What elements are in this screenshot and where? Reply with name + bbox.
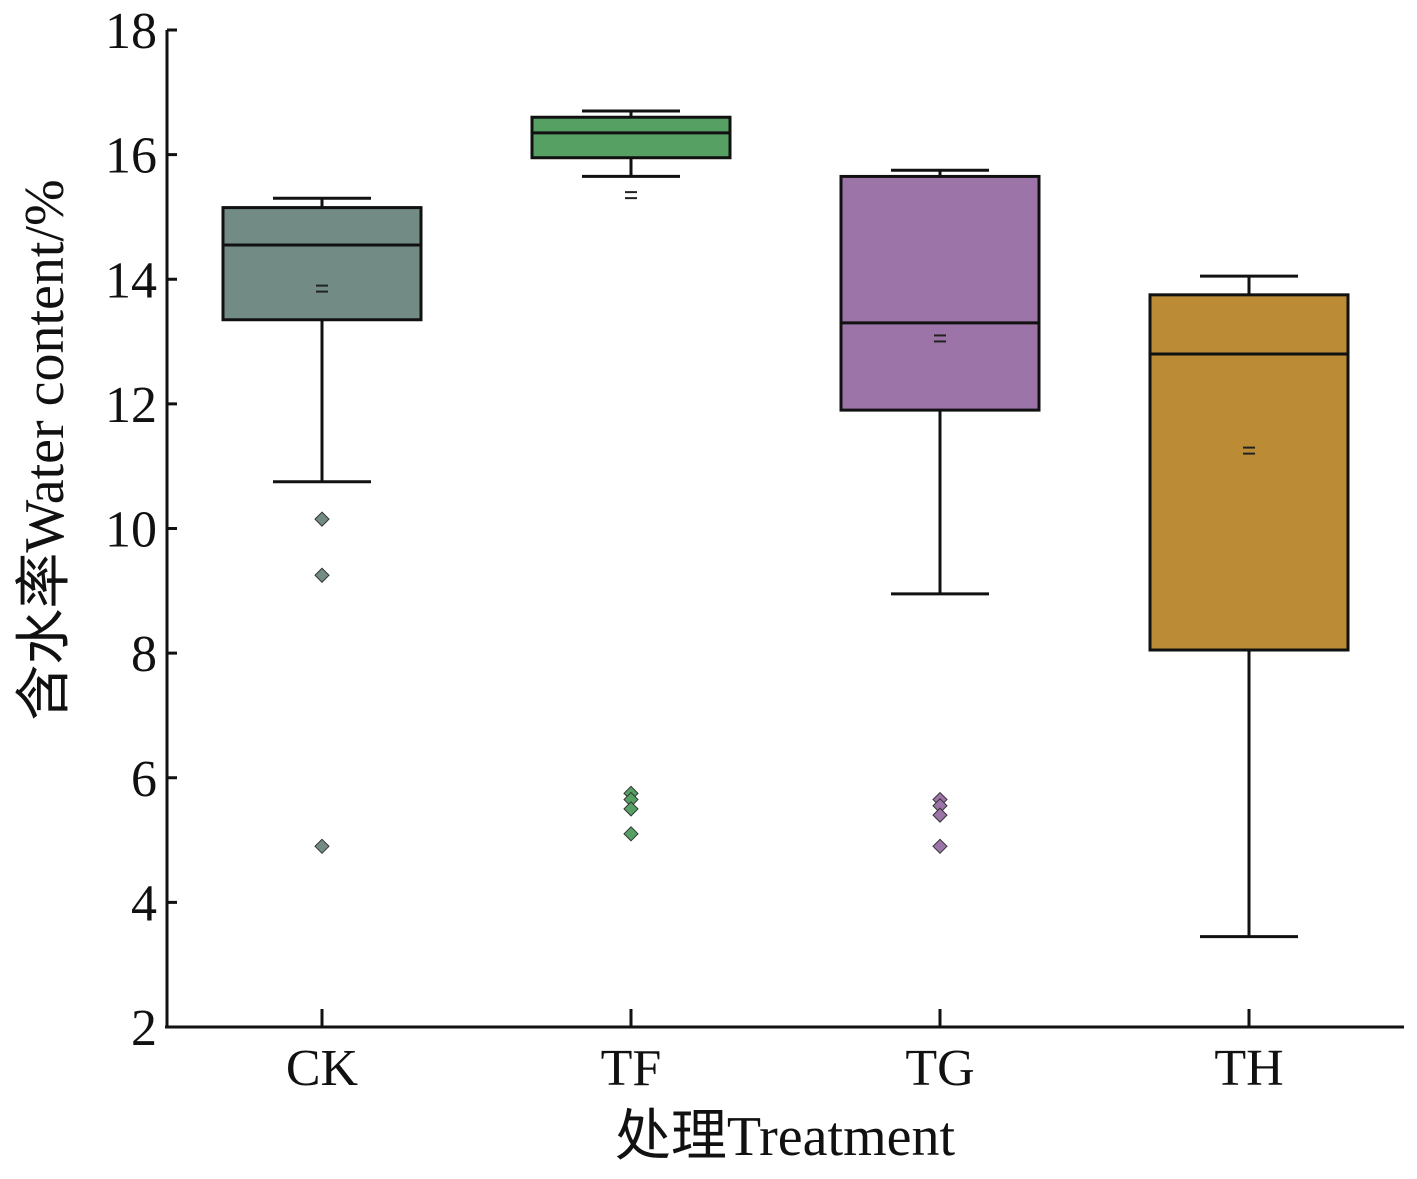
y-tick-label: 12 xyxy=(105,377,157,434)
y-tick-label: 8 xyxy=(131,626,157,683)
x-tick-label-tf: TF xyxy=(601,1040,662,1097)
outlier-point xyxy=(932,807,948,823)
y-tick-label: 10 xyxy=(105,502,157,559)
y-tick-label: 6 xyxy=(131,751,157,808)
box-iqr xyxy=(221,206,423,322)
x-ticks: CK TF TG TH xyxy=(286,1009,1284,1097)
x-tick-label-th: TH xyxy=(1214,1040,1283,1097)
x-tick-label-tg: TG xyxy=(905,1040,974,1097)
y-ticks: 2 4 6 8 10 12 14 16 18 xyxy=(105,3,177,1057)
outlier-point xyxy=(623,826,639,842)
boxes-layer xyxy=(221,109,1350,939)
y-tick-label: 16 xyxy=(105,128,157,185)
box-iqr xyxy=(1148,293,1350,652)
y-tick-label: 4 xyxy=(131,875,157,932)
y-axis-title: 含水率Water content/% xyxy=(14,179,76,720)
box-iqr xyxy=(530,115,732,160)
outlier-point xyxy=(314,567,330,583)
x-tick-label-ck: CK xyxy=(286,1040,359,1097)
y-tick-label: 2 xyxy=(131,1000,157,1057)
y-tick-label: 14 xyxy=(105,252,157,309)
outlier-point xyxy=(932,838,948,855)
box-iqr xyxy=(839,174,1041,412)
outlier-point xyxy=(623,801,639,817)
outlier-point xyxy=(314,838,330,855)
box-th xyxy=(1148,274,1350,939)
y-tick-label: 18 xyxy=(105,3,157,60)
x-axis-title: 处理Treatment xyxy=(615,1106,956,1168)
box-tf xyxy=(530,109,732,842)
box-ck xyxy=(221,196,423,855)
box-tg xyxy=(839,168,1041,855)
outlier-point xyxy=(314,511,330,527)
